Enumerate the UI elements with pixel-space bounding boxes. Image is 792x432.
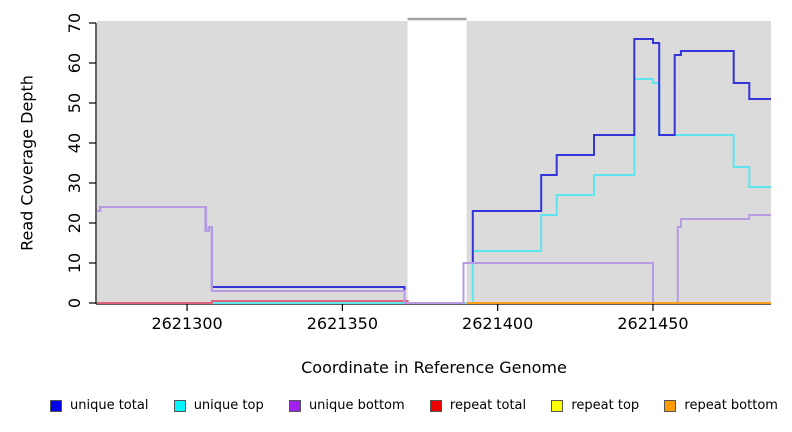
- y-tick-label: 10: [65, 253, 84, 273]
- y-tick-label: 50: [65, 93, 84, 113]
- x-tick-label: 2621400: [462, 314, 533, 333]
- plot-background-left: [97, 21, 408, 303]
- unique-bottom-line: [97, 206, 771, 304]
- x-axis-title: Coordinate in Reference Genome: [301, 358, 567, 377]
- legend-item-repeat-total: repeat total: [429, 398, 527, 413]
- legend-swatch-icon: [551, 399, 564, 412]
- y-tick-label: 20: [65, 213, 84, 233]
- legend-swatch-icon: [50, 399, 62, 412]
- y-tick-label: 0: [65, 298, 84, 308]
- legend-swatch-icon: [429, 399, 442, 412]
- legend-label: unique top: [193, 398, 264, 413]
- y-tick-label: 30: [65, 173, 84, 193]
- legend-swatch-icon: [664, 399, 677, 412]
- legend-item-unique-top: unique top: [173, 398, 264, 413]
- x-tick-label: 2621300: [151, 314, 222, 333]
- x-tick-label: 2621450: [617, 314, 688, 333]
- legend-label: repeat bottom: [684, 398, 778, 413]
- plot-background-right: [466, 21, 771, 303]
- legend: unique total unique top unique bottom repea…: [50, 398, 778, 413]
- y-tick-label: 70: [65, 13, 84, 33]
- x-tick-label: 2621350: [307, 314, 378, 333]
- y-axis-title: Read Coverage Depth: [17, 75, 37, 251]
- legend-item-unique-total: unique total: [50, 398, 148, 413]
- legend-label: repeat top: [571, 398, 640, 413]
- y-tick-label: 40: [65, 133, 84, 153]
- legend-item-repeat-bottom: repeat bottom: [664, 398, 778, 413]
- legend-label: unique total: [70, 398, 149, 413]
- legend-item-unique-bottom: unique bottom: [288, 398, 405, 413]
- legend-item-repeat-top: repeat top: [551, 398, 639, 413]
- legend-label: unique bottom: [308, 398, 405, 413]
- legend-swatch-icon: [288, 399, 301, 412]
- y-tick-label: 60: [65, 53, 84, 73]
- legend-swatch-icon: [173, 399, 186, 412]
- legend-label: repeat total: [449, 398, 527, 413]
